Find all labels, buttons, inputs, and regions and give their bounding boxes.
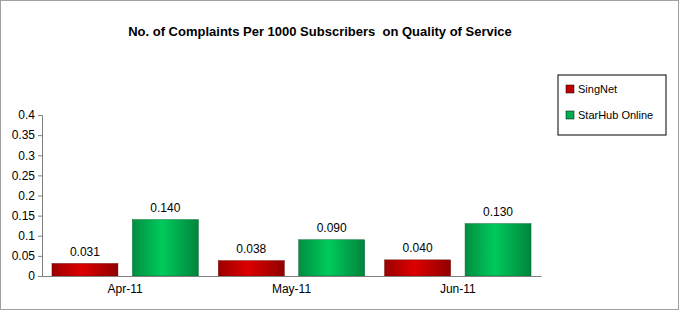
legend-label: StarHub Online	[578, 109, 653, 121]
x-axis: Apr-11 May-11 Jun-11	[43, 277, 542, 296]
tick-mark	[38, 135, 42, 136]
tick: 0.4	[18, 108, 42, 122]
tick: Jun-11	[440, 282, 476, 296]
chart-frame	[1, 1, 679, 310]
data-label: 0.038	[236, 242, 266, 256]
tick-label: 0.05	[12, 249, 36, 263]
tick-label: 0.4	[18, 108, 35, 122]
bars	[52, 220, 531, 276]
tick-mark	[38, 155, 42, 156]
tick: 0	[28, 269, 42, 283]
data-label: 0.031	[70, 245, 100, 259]
tick-label: 0.35	[12, 128, 36, 142]
tick-mark	[38, 276, 42, 277]
tick: 0.15	[12, 209, 42, 223]
tick-mark	[38, 175, 42, 176]
legend: SingNet StarHub Online	[558, 75, 666, 135]
tick: 0.25	[12, 169, 42, 183]
chart: No. of Complaints Per 1000 Subscribers o…	[0, 0, 679, 310]
tick-mark	[38, 236, 42, 237]
tick: May-11	[272, 282, 311, 296]
data-labels: 0.031 0.038 0.040 0.140 0.090 0.130	[70, 201, 513, 259]
tick-label: Jun-11	[440, 282, 476, 296]
y-axis: 0 0.05 0.1 0.15 0.2 0.25 0.3 0.35 0.4	[12, 108, 43, 283]
tick: 0.1	[18, 229, 42, 243]
bar	[299, 240, 365, 276]
bar	[52, 264, 118, 276]
chart-title: No. of Complaints Per 1000 Subscribers o…	[128, 24, 512, 39]
tick-label: 0.15	[12, 209, 36, 223]
bar	[465, 224, 531, 276]
tick-label: Apr-11	[108, 282, 143, 296]
axis-line	[43, 276, 542, 277]
data-label: 0.140	[150, 201, 180, 215]
bar	[132, 220, 198, 276]
tick-mark	[38, 196, 42, 197]
tick: 0.3	[18, 149, 42, 163]
tick-mark	[38, 115, 42, 116]
bar	[385, 260, 451, 276]
tick: Apr-11	[108, 282, 143, 296]
tick-label: 0.3	[18, 149, 35, 163]
data-label: 0.040	[403, 241, 433, 255]
tick: 0.05	[12, 249, 42, 263]
tick: 0.35	[12, 128, 42, 142]
tick-label: 0.25	[12, 169, 36, 183]
tick-label: May-11	[272, 282, 311, 296]
legend-label: SingNet	[578, 83, 617, 95]
legend-swatch	[566, 85, 574, 93]
tick-label: 0.1	[18, 229, 35, 243]
axis-line	[38, 116, 43, 277]
tick-mark	[38, 216, 42, 217]
tick-label: 0.2	[18, 189, 35, 203]
tick-label: 0	[28, 269, 35, 283]
legend-frame	[558, 75, 666, 135]
bar	[218, 261, 284, 276]
tick-mark	[38, 256, 42, 257]
tick: 0.2	[18, 189, 42, 203]
data-label: 0.090	[317, 221, 347, 235]
data-label: 0.130	[483, 205, 513, 219]
legend-swatch	[566, 111, 574, 119]
